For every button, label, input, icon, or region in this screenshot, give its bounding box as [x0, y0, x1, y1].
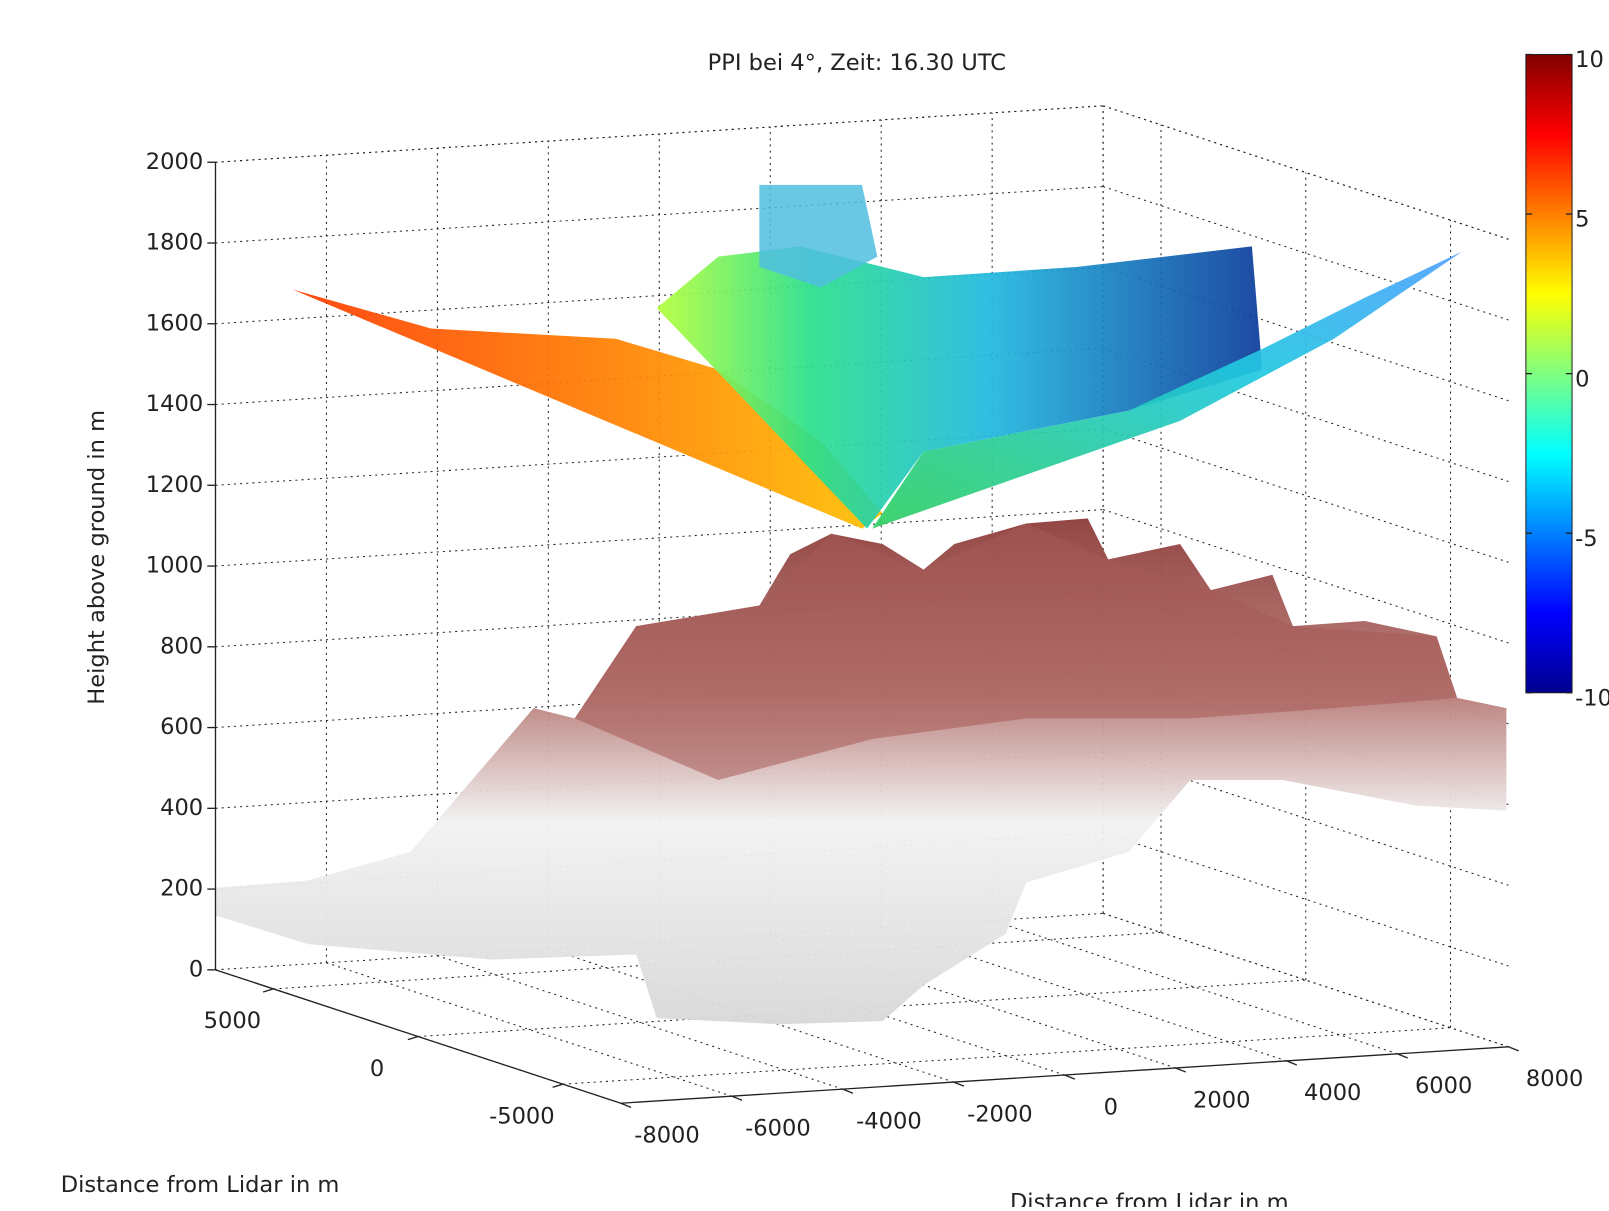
y-axis [215, 970, 620, 1103]
y-tick [263, 989, 273, 992]
y-axis-title: Distance from Lidar in m [61, 1172, 340, 1198]
z-tick-label: 1200 [146, 472, 203, 498]
z-tick-label: 200 [160, 876, 203, 902]
colorbar [1526, 55, 1572, 693]
z-tick-label: 0 [189, 956, 203, 982]
x-tick-label: 6000 [1415, 1073, 1472, 1099]
z-grid-line [1103, 106, 1508, 239]
y-tick [408, 1037, 418, 1040]
x-axis [621, 1047, 1509, 1103]
box-edge [1103, 106, 1508, 239]
x-tick-label: -4000 [856, 1108, 922, 1134]
x-tick-label: -6000 [745, 1116, 811, 1142]
x-tick [621, 1103, 631, 1107]
x-tick [954, 1082, 964, 1086]
x-grid-line [992, 920, 1397, 1053]
y-tick-label: 5000 [204, 1008, 261, 1034]
y-tick-label: 0 [370, 1056, 384, 1082]
x-tick [1287, 1061, 1297, 1065]
y-tick [553, 1084, 563, 1087]
colorbar-tick-label: 0 [1575, 366, 1589, 392]
colorbar-tick-label: -5 [1575, 526, 1598, 552]
x-tick [1397, 1054, 1407, 1058]
y-grid-line [563, 1028, 1451, 1084]
x-tick [1065, 1075, 1075, 1079]
colorbar-tick-label: 10 [1575, 47, 1604, 73]
z-tick-label: 400 [160, 795, 203, 821]
z-tick-label: 1800 [146, 230, 203, 256]
z-tick-label: 1600 [146, 310, 203, 336]
z-axis-title: Height above ground in m [84, 410, 110, 705]
colorbar-tick-label: -10 [1575, 685, 1609, 711]
z-grid-line [215, 106, 1103, 162]
x-tick-label: 8000 [1526, 1066, 1583, 1092]
x-tick [843, 1089, 853, 1093]
z-tick-label: 600 [160, 714, 203, 740]
x-tick-label: 2000 [1193, 1087, 1250, 1113]
x-tick [1176, 1068, 1186, 1072]
x-tick-label: -2000 [967, 1101, 1033, 1127]
x-tick-label: -8000 [634, 1123, 700, 1149]
colorbar-tick-label: 5 [1575, 207, 1589, 233]
chart: 0200400600800100012001400160018002000-80… [0, 0, 1609, 1207]
z-tick-label: 1000 [146, 553, 203, 579]
chart-title: PPI bei 4°, Zeit: 16.30 UTC [708, 50, 1006, 76]
x-axis-title: Distance from Lidar in m [1010, 1189, 1289, 1207]
z-tick-label: 2000 [146, 149, 203, 175]
z-tick-label: 1400 [146, 391, 203, 417]
z-tick-label: 800 [160, 633, 203, 659]
x-tick [732, 1096, 742, 1100]
page: {"chart_data": {"type": "surface3d", "ti… [0, 0, 1609, 1211]
x-tick-label: 4000 [1304, 1080, 1361, 1106]
x-tick [1508, 1047, 1518, 1051]
y-tick-label: -5000 [489, 1104, 555, 1130]
x-tick-label: 0 [1104, 1094, 1118, 1120]
